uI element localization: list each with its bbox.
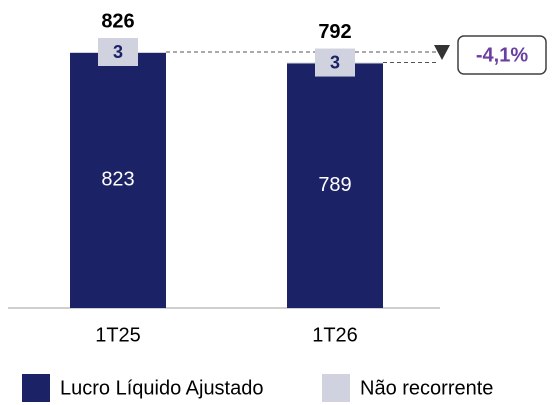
value-label: 3 (330, 52, 340, 72)
arrow-head (434, 45, 450, 60)
value-label: 3 (113, 42, 123, 62)
legend-label: Lucro Líquido Ajustado (60, 377, 264, 399)
annotation-box (457, 35, 547, 75)
x-tick-label: 1T25 (95, 324, 141, 346)
value-label: 789 (318, 174, 351, 196)
legend-swatch (322, 374, 350, 402)
value-label: 823 (101, 169, 134, 191)
total-label: 792 (318, 21, 351, 43)
legend-label: Não recorrente (360, 377, 493, 399)
value-label-box (98, 38, 138, 66)
bar-segment (287, 63, 383, 308)
x-tick-label: 1T26 (312, 324, 358, 346)
annotation: -4,1% (476, 44, 528, 66)
bar-segment (70, 52, 166, 309)
total-label: 826 (101, 10, 134, 32)
legend-swatch (22, 374, 50, 402)
value-label-box (315, 48, 355, 77)
